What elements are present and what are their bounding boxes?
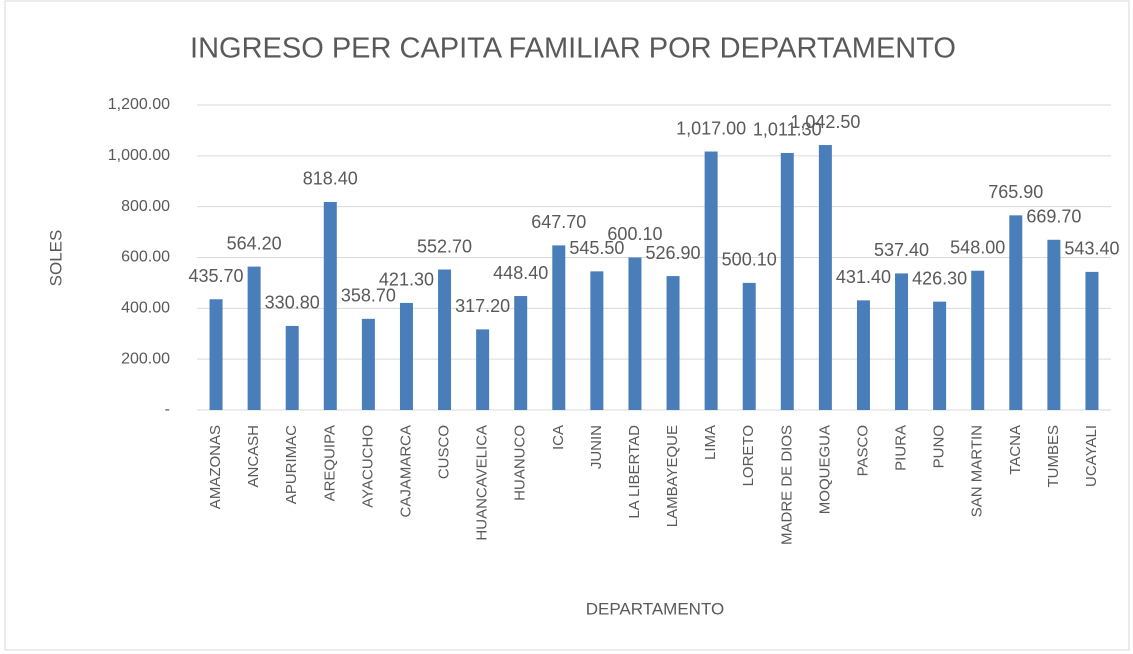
- x-tick-label: LORETO: [740, 425, 757, 486]
- bar: [361, 318, 375, 410]
- bar: [856, 300, 870, 410]
- value-label: 818.40: [303, 169, 358, 189]
- x-tick-label: ANCASH: [245, 425, 262, 488]
- bar: [476, 329, 490, 410]
- value-label: 435.70: [189, 266, 244, 286]
- y-tick-label: 1,200.00: [108, 96, 170, 113]
- bar: [438, 269, 452, 410]
- x-tick-label: HUANUCO: [512, 425, 529, 501]
- value-label: 358.70: [341, 286, 396, 306]
- value-label: 765.90: [988, 182, 1043, 202]
- x-tick-label: AREQUIPA: [321, 425, 338, 501]
- bar: [590, 271, 604, 410]
- value-label: 526.90: [646, 243, 701, 263]
- bar: [514, 296, 528, 410]
- x-tick-label: LA LIBERTAD: [626, 425, 643, 519]
- value-label: 1,017.00: [676, 118, 746, 138]
- bar: [704, 151, 718, 410]
- y-axis-label: SOLES: [46, 230, 65, 287]
- value-label: 537.40: [874, 240, 929, 260]
- y-tick-label: 600.00: [121, 249, 170, 266]
- value-label: 426.30: [912, 268, 967, 288]
- x-tick-label: PASCO: [854, 425, 871, 476]
- x-tick-label: LIMA: [702, 425, 719, 460]
- x-tick-label: CUSCO: [436, 425, 453, 479]
- value-label: 548.00: [950, 237, 1005, 257]
- bar: [399, 302, 413, 410]
- value-label: 647.70: [531, 212, 586, 232]
- x-tick-label: CAJAMARCA: [397, 425, 414, 518]
- value-label: 1,011.30: [753, 120, 822, 140]
- bar: [818, 145, 832, 410]
- bar: [1085, 271, 1099, 410]
- x-tick-label: LAMBAYEQUE: [664, 425, 681, 527]
- x-tick-label: PUNO: [931, 425, 948, 468]
- bar: [780, 152, 794, 410]
- x-tick-label: HUANCAVELICA: [474, 425, 491, 541]
- x-tick-label: APURIMAC: [283, 425, 300, 504]
- bar: [895, 273, 909, 410]
- x-tick-label: UCAYALI: [1083, 425, 1100, 487]
- value-label: 543.40: [1064, 239, 1119, 259]
- bar: [1047, 239, 1061, 410]
- x-tick-label: SAN MARTIN: [969, 425, 986, 517]
- x-tick-label: TACNA: [1007, 425, 1024, 475]
- bar: [552, 245, 566, 410]
- value-label: 600.10: [607, 224, 662, 244]
- x-tick-label: PIURA: [893, 425, 910, 471]
- bar: [933, 301, 947, 410]
- bar: [247, 266, 261, 410]
- value-label: 448.40: [493, 263, 548, 283]
- x-tick-label: MADRE DE DIOS: [778, 425, 795, 545]
- y-tick-label: 800.00: [121, 198, 170, 215]
- value-label: 1,042.50: [790, 112, 860, 132]
- x-axis-label: DEPARTAMENTO: [586, 599, 725, 618]
- bar: [971, 270, 985, 410]
- value-label: 564.20: [227, 233, 282, 253]
- chart-title: INGRESO PER CAPITA FAMILIAR POR DEPARTAM…: [190, 33, 956, 65]
- x-tick-label: AMAZONAS: [207, 425, 224, 509]
- value-label: 421.30: [379, 270, 434, 290]
- y-tick-label: 400.00: [121, 300, 170, 317]
- x-tick-label: TUMBES: [1045, 425, 1062, 488]
- x-tick-label: ICA: [550, 425, 567, 450]
- x-tick-label: AYACUCHO: [359, 425, 376, 508]
- value-label: 500.10: [722, 250, 777, 270]
- value-label: 552.70: [417, 236, 472, 256]
- bar: [628, 257, 642, 410]
- y-tick-label: -: [165, 401, 170, 418]
- bar: [1009, 215, 1023, 410]
- bar: [323, 201, 337, 410]
- chart-border: [4, 0, 1130, 651]
- y-tick-label: 200.00: [121, 350, 170, 367]
- value-label: 431.40: [836, 267, 891, 287]
- value-label: 669.70: [1026, 207, 1081, 227]
- y-tick-label: 1,000.00: [108, 147, 170, 164]
- bar: [209, 299, 223, 410]
- value-label: 330.80: [265, 293, 320, 313]
- x-tick-label: MOQUEGUA: [816, 425, 833, 514]
- bar: [666, 276, 680, 410]
- bar: [285, 325, 299, 410]
- value-label: 317.20: [455, 296, 510, 316]
- bar: [742, 282, 756, 410]
- value-label: 545.50: [569, 238, 624, 258]
- x-tick-label: JUNIN: [588, 425, 605, 469]
